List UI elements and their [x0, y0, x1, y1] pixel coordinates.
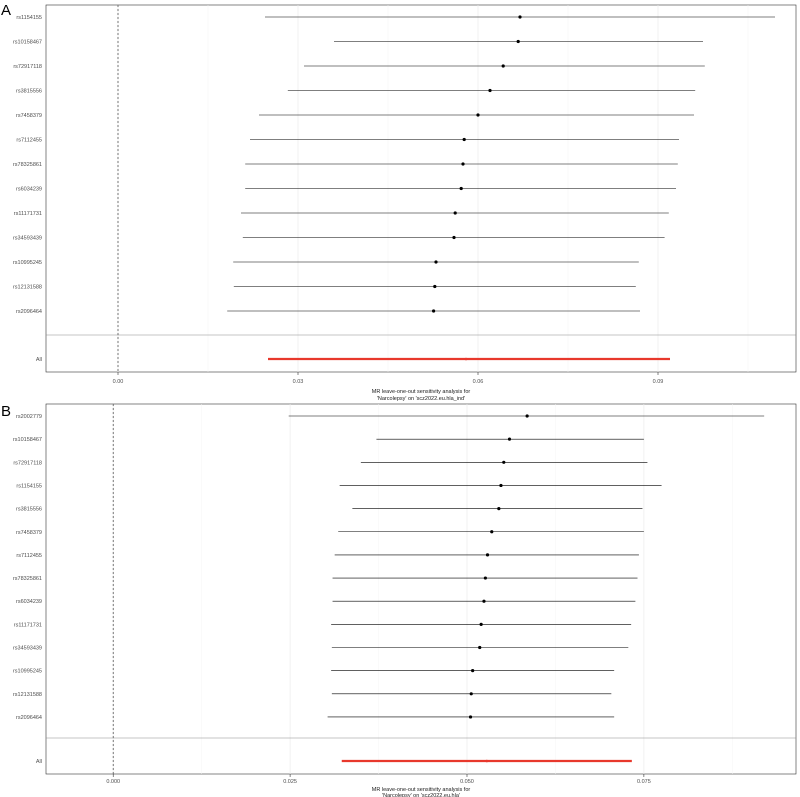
- estimate-point: [434, 260, 438, 264]
- x-tick-label: 0.03: [293, 379, 304, 385]
- snp-label: rs72917118: [13, 64, 42, 70]
- x-tick-label: 0.09: [653, 379, 664, 385]
- x-tick-label: 0.075: [637, 779, 651, 785]
- estimate-point: [499, 483, 503, 488]
- panel-label-b: B: [1, 403, 11, 420]
- snp-label: rs2096464: [16, 715, 42, 721]
- estimate-point: [433, 284, 437, 289]
- snp-label: rs10158467: [13, 40, 42, 46]
- x-axis-caption-line1: MR leave-one-out sensitivity analysis fo…: [372, 389, 471, 395]
- estimate-point: [518, 15, 522, 19]
- plot-border: [45, 403, 797, 775]
- estimate-point: [525, 414, 529, 418]
- forest-plot-panel-b: rs2002779 rs10158467 rs72917118 rs1154155 rs…: [13, 403, 797, 797]
- summary-label: All: [36, 759, 42, 765]
- estimate-point: [468, 715, 473, 719]
- snp-label: rs78325861: [13, 576, 42, 582]
- snp-label: rs10995245: [13, 260, 42, 266]
- snp-label: rs34593439: [13, 646, 42, 652]
- snp-label: rs34593439: [13, 236, 42, 242]
- snp-label: rs11171731: [14, 211, 42, 217]
- snp-label: rs2002779: [16, 414, 42, 420]
- estimate-point: [501, 64, 505, 68]
- estimate-point: [485, 553, 490, 557]
- estimate-point: [479, 622, 483, 626]
- estimate-point: [452, 235, 456, 240]
- x-axis-caption-line2: 'Narcolepsy' on 'scz2022.eu.hla': [382, 793, 460, 797]
- summary-estimate-point: [485, 759, 489, 763]
- snp-label: rs6034239: [16, 599, 42, 605]
- snp-label: rs6034239: [16, 187, 42, 193]
- x-tick-label: 0.06: [473, 379, 484, 385]
- snp-label: rs3815556: [16, 89, 42, 95]
- snp-label: rs78325861: [13, 162, 42, 168]
- estimate-point: [461, 162, 465, 166]
- estimate-point: [469, 692, 473, 696]
- estimate-point: [453, 211, 457, 215]
- summary-label: All: [36, 357, 42, 363]
- snp-label: rs72917118: [13, 460, 42, 466]
- snp-label: rs1154155: [16, 483, 42, 489]
- snp-label: rs12131588: [13, 692, 42, 698]
- forest-plot-panel-a: rs1154155 rs10158467 rs72917118 rs3815556 rs…: [13, 4, 797, 402]
- estimate-point: [459, 186, 463, 191]
- estimate-point: [490, 530, 494, 534]
- x-tick-label: 0.000: [106, 779, 120, 785]
- snp-label: rs7458379: [16, 113, 42, 119]
- x-axis-caption-line2: 'Narcolepsy' on 'scz2022.eu.hla_ind': [377, 396, 465, 402]
- x-tick-label: 0.00: [113, 379, 124, 385]
- estimate-point: [462, 137, 466, 142]
- estimate-point: [476, 113, 480, 117]
- snp-label: rs2096464: [16, 309, 42, 315]
- snp-label: rs7458379: [16, 530, 42, 536]
- estimate-point: [483, 576, 487, 580]
- estimate-point: [516, 39, 520, 44]
- estimate-point: [507, 437, 512, 441]
- x-axis-caption-line1: MR leave-one-out sensitivity analysis fo…: [372, 787, 471, 793]
- snp-label: rs10158467: [13, 437, 42, 443]
- snp-label: rs11171731: [14, 622, 42, 628]
- snp-label: rs10995245: [13, 669, 42, 675]
- estimate-point: [478, 645, 482, 650]
- estimate-point: [471, 669, 475, 673]
- snp-label: rs1154155: [16, 15, 42, 21]
- x-tick-label: 0.050: [460, 779, 474, 785]
- panel-label-a: A: [1, 2, 11, 19]
- estimate-point: [482, 599, 486, 603]
- snp-label: rs7112455: [16, 138, 42, 144]
- x-tick-label: 0.025: [283, 779, 297, 785]
- estimate-point: [502, 460, 506, 464]
- summary-estimate-point: [464, 357, 468, 361]
- estimate-point: [497, 507, 501, 511]
- snp-label: rs7112455: [16, 553, 42, 559]
- estimate-point: [432, 309, 436, 313]
- snp-label: rs12131588: [13, 285, 42, 291]
- snp-label: rs3815556: [16, 507, 42, 513]
- estimate-point: [488, 88, 492, 93]
